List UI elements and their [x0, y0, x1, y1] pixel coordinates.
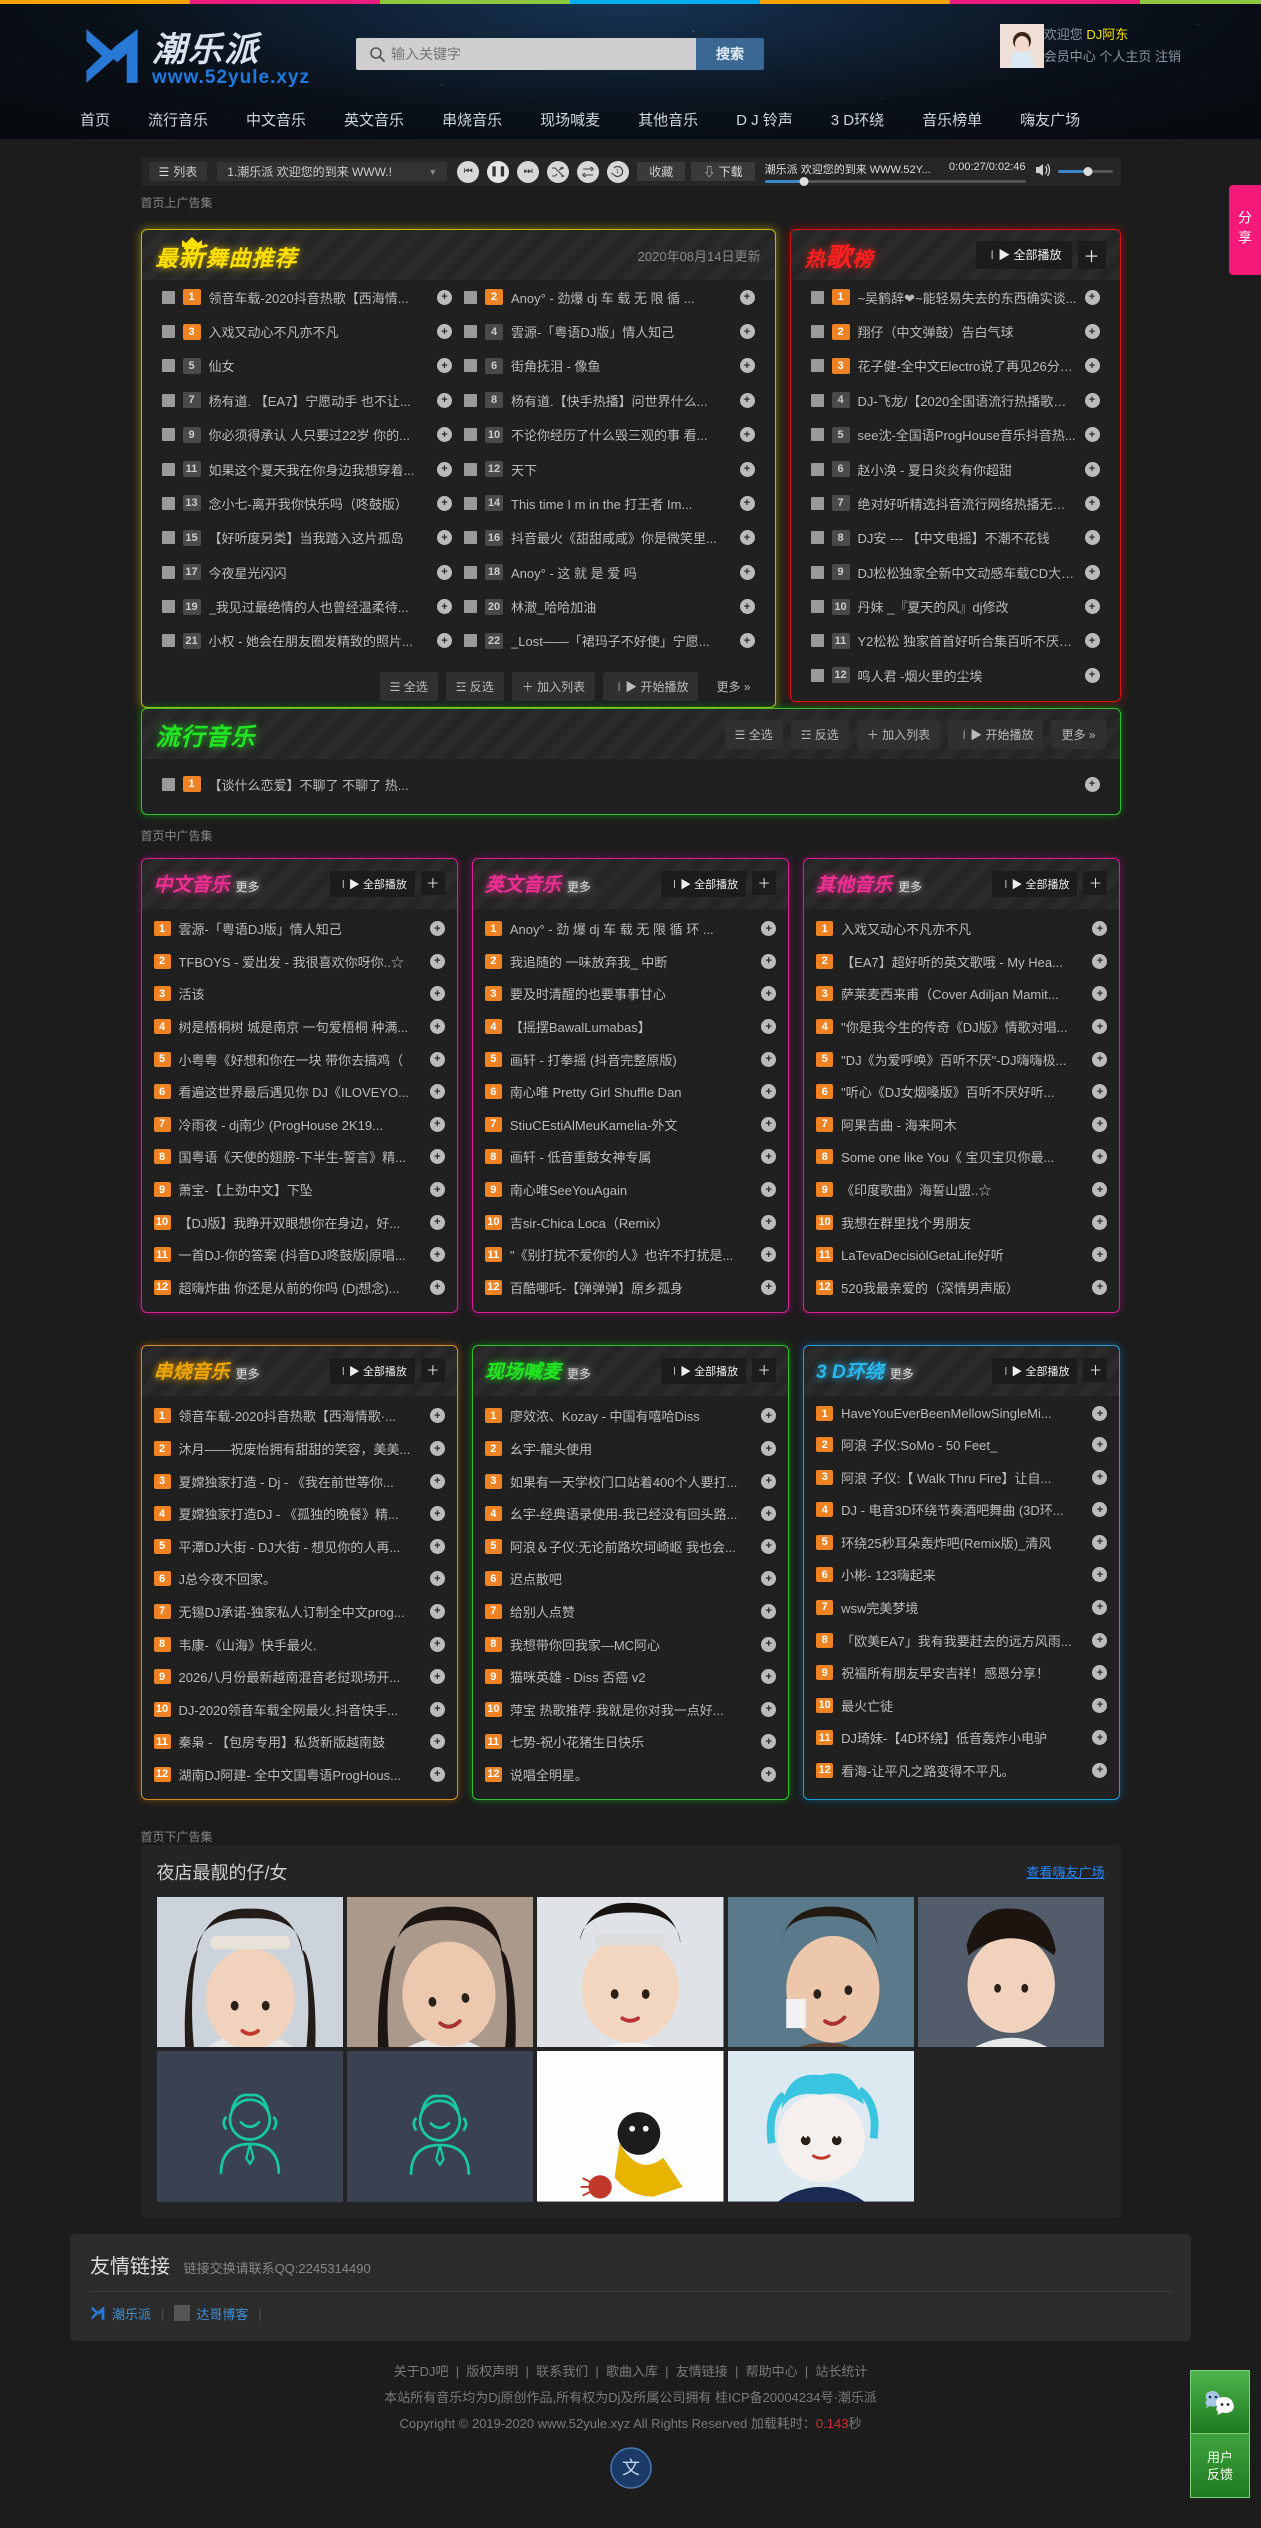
svg-text:文: 文: [622, 2458, 640, 2478]
svg-text:1: 1: [616, 169, 619, 175]
